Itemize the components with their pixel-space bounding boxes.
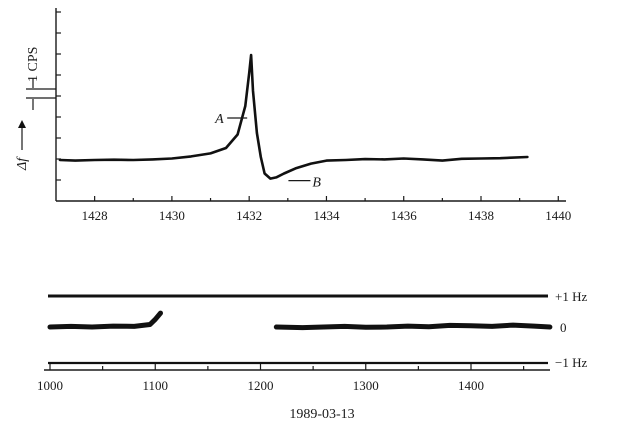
top-x-tick-label-1438: 1438 bbox=[468, 208, 494, 223]
bottom-level-label-2: −1 Hz bbox=[555, 355, 587, 370]
bottom-x-ticks: 1000 1100 1200 1300 1400 bbox=[37, 364, 525, 393]
bottom-level-label-0: +1 Hz bbox=[555, 289, 587, 304]
bottom-level-labels: +1 Hz 0 −1 Hz bbox=[555, 289, 587, 370]
bottom-series bbox=[47, 310, 553, 331]
top-y-label-arrowhead bbox=[18, 120, 26, 128]
annotation-a: A bbox=[214, 112, 224, 127]
bottom-x-tick-label-1400: 1400 bbox=[458, 378, 484, 393]
top-x-tick-label-1428: 1428 bbox=[82, 208, 108, 223]
top-x-tick-label-1430: 1430 bbox=[159, 208, 185, 223]
bottom-reference-lines bbox=[48, 294, 548, 365]
bottom-series-line-0 bbox=[47, 310, 163, 330]
bottom-x-axis-label: 1989-03-13 bbox=[289, 407, 354, 422]
top-x-tick-label-1440: 1440 bbox=[545, 208, 571, 223]
top-series-line bbox=[58, 53, 529, 180]
top-x-tick-label-1436: 1436 bbox=[391, 208, 418, 223]
top-x-tick-label-1432: 1432 bbox=[236, 208, 262, 223]
top-x-tick-label-1434: 1434 bbox=[313, 208, 340, 223]
bottom-chart: 1000 1100 1200 1300 1400 +1 Hz 0 −1 Hz 1989-03… bbox=[37, 289, 587, 422]
top-x-ticks: 1428 1430 1432 1434 1436 1438 1440 bbox=[82, 196, 571, 223]
top-y-axis-label: Δf bbox=[15, 156, 30, 171]
bottom-x-tick-label-1300: 1300 bbox=[353, 378, 379, 393]
top-y-ticks bbox=[56, 11, 61, 181]
top-scale-label: 1 CPS bbox=[26, 47, 41, 82]
annotation-b: B bbox=[312, 176, 321, 191]
bottom-x-tick-label-1100: 1100 bbox=[142, 378, 168, 393]
bottom-level-label-1: 0 bbox=[560, 320, 567, 335]
bottom-x-tick-label-1000: 1000 bbox=[37, 378, 63, 393]
top-chart: 1428 1430 1432 1434 1436 1438 1440 Δf 1 CPS A … bbox=[15, 8, 571, 223]
bottom-series-line-1 bbox=[273, 322, 553, 331]
bottom-x-tick-label-1200: 1200 bbox=[248, 378, 274, 393]
